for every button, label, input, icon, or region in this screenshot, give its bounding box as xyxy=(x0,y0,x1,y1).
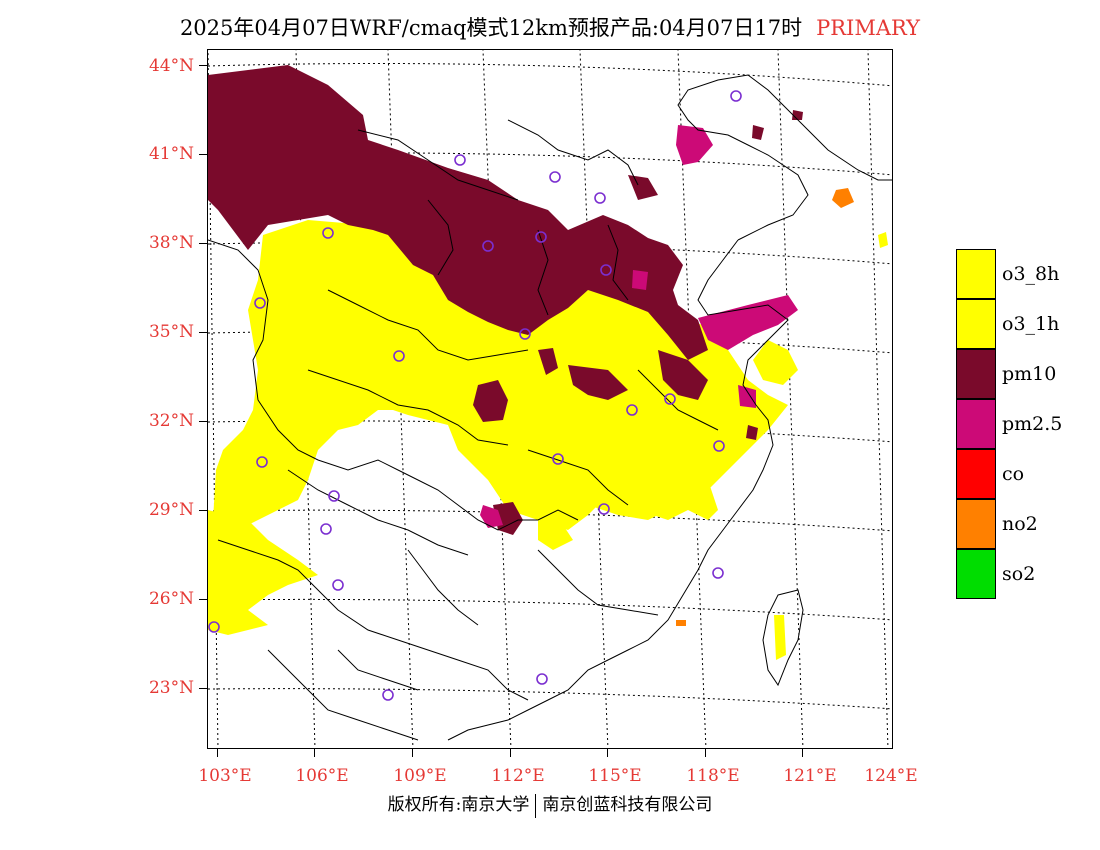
legend-label: o3_8h xyxy=(1002,263,1060,285)
lat-tick xyxy=(199,243,207,244)
lon-tick xyxy=(412,749,413,757)
footer-separator xyxy=(535,793,537,818)
lat-label-29: 29°N xyxy=(148,500,194,520)
lat-tick xyxy=(199,421,207,422)
lat-label-23: 23°N xyxy=(148,678,194,698)
lon-tick xyxy=(510,749,511,757)
lon-label-106: 106°E xyxy=(295,766,349,786)
legend-swatch xyxy=(956,549,996,599)
lat-tick xyxy=(199,332,207,333)
lon-label-115: 115°E xyxy=(588,766,642,786)
legend-label: no2 xyxy=(1002,513,1038,535)
lat-tick xyxy=(199,65,207,66)
lon-tick xyxy=(607,749,608,757)
legend-swatch xyxy=(956,449,996,499)
title-tag: PRIMARY xyxy=(816,16,921,40)
legend-swatch xyxy=(956,249,996,299)
lon-tick xyxy=(314,749,315,757)
footer-left: 版权所有:南京大学 xyxy=(387,795,530,815)
title-main: 2025年04月07日WRF/cmaq模式12km预报产品:04月07日17时 xyxy=(179,16,803,40)
legend-label: o3_1h xyxy=(1002,313,1060,335)
no2-region xyxy=(676,188,854,626)
lon-label-121: 121°E xyxy=(783,766,837,786)
lon-tick xyxy=(217,749,218,757)
lat-tick xyxy=(199,154,207,155)
lat-tick xyxy=(199,599,207,600)
legend-label: pm10 xyxy=(1002,363,1057,385)
lat-tick xyxy=(199,688,207,689)
legend-label: so2 xyxy=(1002,563,1036,585)
pm10-region xyxy=(208,65,803,535)
pollutant-map xyxy=(208,50,892,748)
lat-label-38: 38°N xyxy=(148,233,194,253)
lat-label-35: 35°N xyxy=(148,322,194,342)
lat-label-44: 44°N xyxy=(148,56,194,76)
legend-label: pm2.5 xyxy=(1002,413,1063,435)
lat-label-26: 26°N xyxy=(148,589,194,609)
lon-label-124: 124°E xyxy=(864,766,918,786)
legend-swatch xyxy=(956,399,996,449)
lon-label-103: 103°E xyxy=(198,766,252,786)
station-markers xyxy=(208,90,742,701)
legend-swatch xyxy=(956,299,996,349)
lon-label-112: 112°E xyxy=(491,766,545,786)
copyright-footer: 版权所有:南京大学 南京创蓝科技有限公司 xyxy=(0,790,1100,818)
map-title: 2025年04月07日WRF/cmaq模式12km预报产品:04月07日17时 P… xyxy=(0,12,1100,42)
lon-label-118: 118°E xyxy=(686,766,740,786)
lon-tick xyxy=(802,749,803,757)
legend-swatch xyxy=(956,349,996,399)
legend-swatch xyxy=(956,499,996,549)
lat-label-32: 32°N xyxy=(148,411,194,431)
footer-right: 南京创蓝科技有限公司 xyxy=(542,795,713,815)
legend-label: co xyxy=(1002,463,1025,485)
map-frame xyxy=(207,49,893,749)
lon-tick xyxy=(705,749,706,757)
boundaries xyxy=(208,74,892,741)
lat-tick xyxy=(199,510,207,511)
lon-label-109: 109°E xyxy=(393,766,447,786)
lat-label-41: 41°N xyxy=(148,144,194,164)
